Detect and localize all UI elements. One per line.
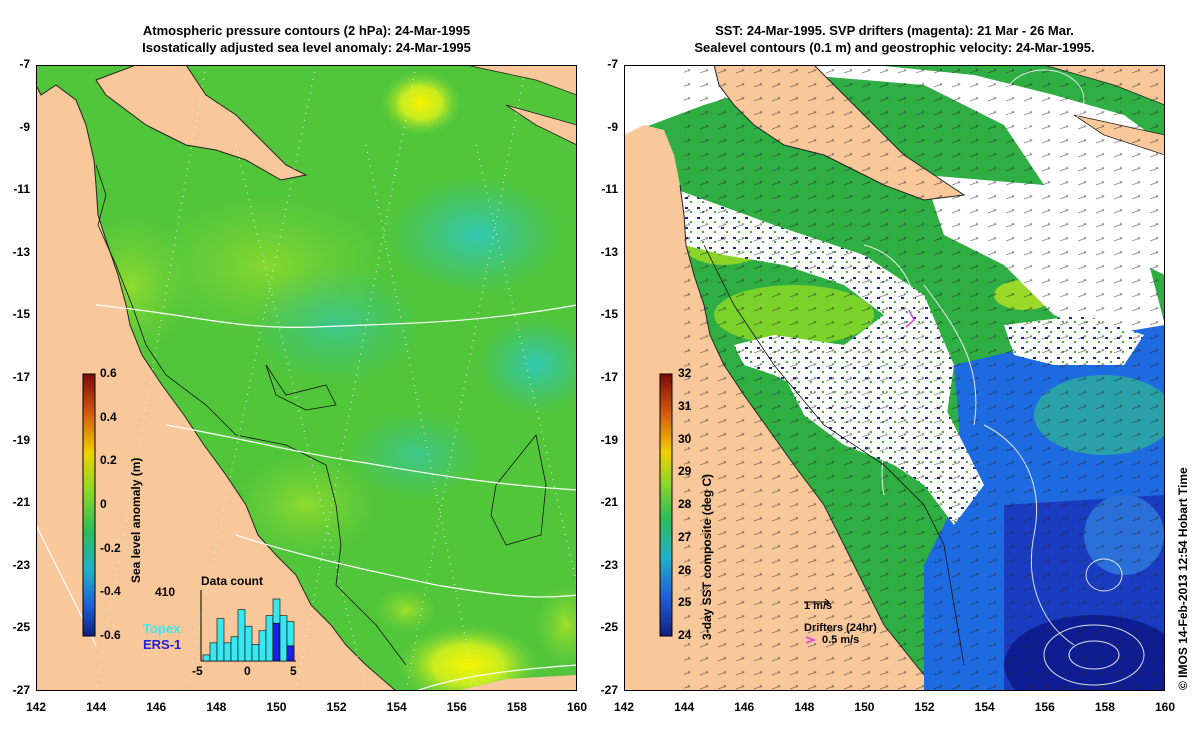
left-y-tick: -19 — [12, 432, 30, 447]
right-x-tick: 144 — [674, 700, 695, 714]
right-y-tick: -13 — [600, 244, 618, 259]
data-count-histogram — [200, 590, 296, 662]
left-y-tick: -7 — [19, 57, 30, 71]
left-title-line2: Isostatically adjusted sea level anomaly… — [142, 40, 471, 55]
left-x-tick: 144 — [86, 700, 107, 714]
histogram-bar-topex — [230, 636, 239, 662]
left-title-line1: Atmospheric pressure contours (2 hPa): 2… — [142, 23, 471, 38]
right-x-tick: 152 — [914, 700, 935, 714]
sst-colorbar-tick: 29 — [678, 464, 692, 479]
sea-level-colorbar — [82, 373, 96, 637]
right-y-tick: -23 — [600, 557, 618, 572]
right-y-tick: -25 — [600, 620, 618, 635]
right-x-tick: 158 — [1094, 700, 1115, 714]
sea-level-colorbar-label: Sea level anomaly (m) — [129, 457, 143, 583]
right-x-tick: 160 — [1154, 700, 1176, 714]
left-x-tick: 158 — [506, 700, 527, 714]
left-y-tick: -21 — [12, 495, 30, 510]
histogram-bar-ers1 — [286, 645, 295, 662]
histogram-xtick-0: 0 — [244, 664, 251, 678]
sst-colorbar-tick: 28 — [678, 497, 692, 511]
right-x-tick: 150 — [854, 700, 875, 714]
drifters-label: Drifters (24hr) — [804, 622, 877, 634]
left-x-tick: 142 — [25, 700, 47, 714]
right-map-title: SST: 24-Mar-1995. SVP drifters (magenta)… — [624, 22, 1165, 56]
drifters-scale-label: 0.5 m/s — [822, 634, 860, 646]
sea-level-colorbar-tick: 0 — [100, 497, 107, 511]
legend-topex: Topex — [143, 621, 181, 636]
histogram-xtick-5: 5 — [290, 664, 297, 678]
right-y-tick: -7 — [607, 57, 618, 71]
right-y-tick: -17 — [600, 370, 618, 384]
sst-colorbar-tick: 25 — [678, 595, 692, 610]
histogram-bar-topex — [244, 625, 253, 662]
legend-ers1: ERS-1 — [143, 637, 182, 652]
histogram-bar-topex — [258, 630, 267, 662]
left-y-tick: -25 — [12, 620, 30, 635]
right-x-tick: 142 — [613, 700, 635, 714]
left-y-tick: -11 — [13, 182, 30, 197]
histogram-bar-topex — [265, 615, 274, 662]
sst-colorbar-tick: 26 — [678, 562, 692, 577]
right-y-tick: -27 — [600, 683, 618, 697]
left-y-tick: -17 — [12, 370, 30, 384]
histogram-xtick-neg5: -5 — [192, 664, 203, 678]
histogram-bar-ers1 — [272, 622, 281, 662]
right-title-line2: Sealevel contours (0.1 m) and geostrophi… — [694, 40, 1095, 55]
histogram-bar-topex — [279, 615, 288, 662]
left-x-tick: 154 — [386, 700, 407, 714]
left-y-tick: -9 — [19, 119, 30, 134]
sst-colorbar-tick: 31 — [678, 398, 692, 413]
sea-level-colorbar-tick: -0.6 — [100, 628, 121, 642]
histogram-max-count: 410 — [155, 585, 176, 599]
sst-colorbar-tick: 24 — [678, 628, 692, 642]
sst-colorbar-label: 3-day SST composite (deg C) — [700, 473, 714, 640]
right-y-tick: -21 — [600, 495, 618, 510]
sea-level-colorbar-tick: -0.4 — [100, 584, 121, 599]
sst-colorbar-tick: 30 — [678, 431, 692, 446]
left-x-tick: 146 — [146, 700, 167, 714]
histogram-bar-topex — [202, 654, 211, 662]
histogram-title: Data count — [201, 574, 264, 588]
sea-level-colorbar-tick: -0.2 — [100, 540, 121, 555]
histogram-bar-topex — [237, 609, 246, 662]
right-y-tick: -9 — [607, 119, 618, 134]
histogram-bar-topex — [223, 642, 232, 662]
sea-level-colorbar-tick: 0.4 — [100, 409, 117, 424]
velocity-scale-label: 1 m/s — [804, 600, 833, 612]
right-x-tick: 154 — [974, 700, 995, 714]
sst-composite-map — [624, 65, 1165, 691]
right-y-tick: -15 — [600, 307, 618, 322]
left-y-tick: -15 — [12, 307, 30, 322]
left-y-tick: -27 — [12, 683, 30, 697]
histogram-bar-topex — [209, 642, 218, 662]
sst-colorbar — [659, 373, 673, 637]
histogram-bar-topex — [251, 644, 260, 662]
left-map-title: Atmospheric pressure contours (2 hPa): 2… — [36, 22, 577, 56]
right-x-tick: 148 — [794, 700, 815, 714]
left-x-tick: 156 — [446, 700, 467, 714]
drifter-scale-arrow — [805, 636, 817, 644]
imos-credit: © IMOS 14-Feb-2013 12:54 Hobart Time — [1176, 467, 1190, 690]
sea-level-colorbar-tick: 0.2 — [100, 453, 117, 468]
left-x-tick: 148 — [206, 700, 227, 714]
sst-colorbar-tick: 27 — [678, 529, 692, 544]
right-title-line1: SST: 24-Mar-1995. SVP drifters (magenta)… — [715, 23, 1074, 38]
left-x-tick: 152 — [326, 700, 347, 714]
left-y-tick: -23 — [12, 557, 30, 572]
right-x-tick: 146 — [734, 700, 755, 714]
right-y-tick: -11 — [601, 182, 618, 197]
right-y-tick: -19 — [600, 432, 618, 447]
left-y-tick: -13 — [12, 244, 30, 259]
velocity-scale-arrow — [804, 598, 830, 606]
right-x-tick: 156 — [1034, 700, 1055, 714]
left-x-tick: 150 — [266, 700, 287, 714]
sea-level-colorbar-tick: 0.6 — [100, 366, 117, 380]
histogram-bar-topex — [216, 618, 225, 662]
sea-level-anomaly-map — [36, 65, 577, 691]
sst-colorbar-tick: 32 — [678, 366, 692, 380]
left-x-tick: 160 — [566, 700, 588, 714]
